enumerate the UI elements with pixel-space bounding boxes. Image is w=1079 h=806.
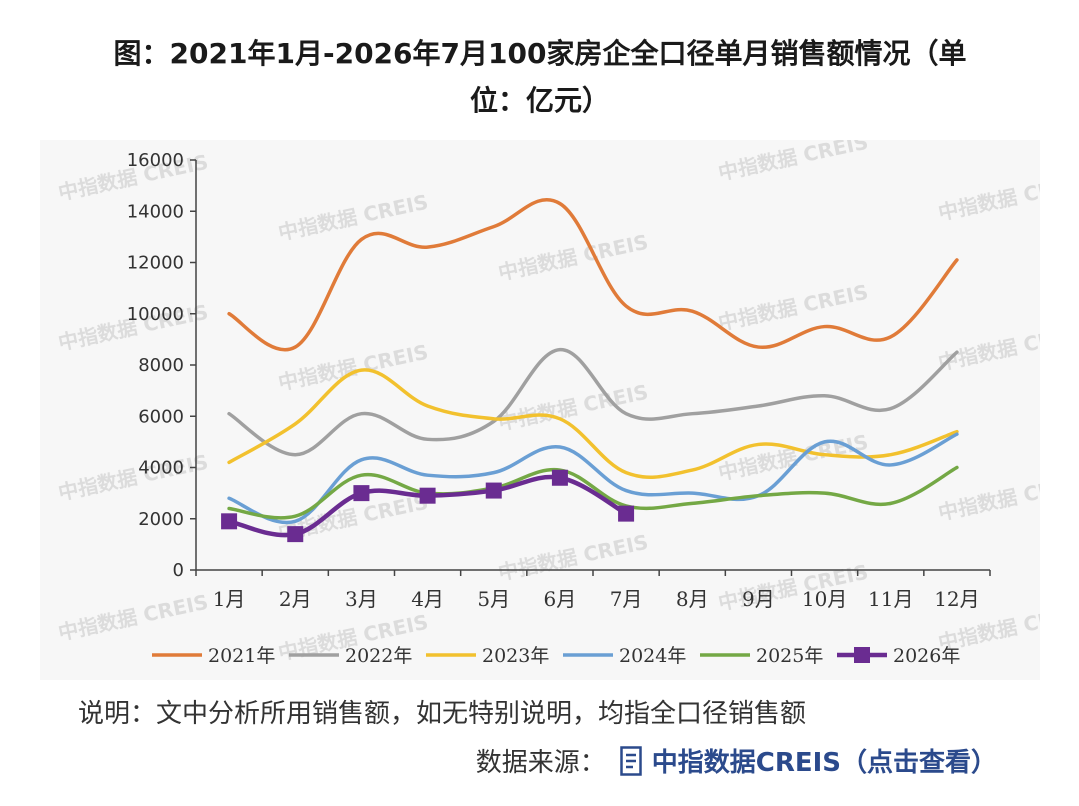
legend-label: 2022年 (345, 645, 412, 667)
y-tick-label: 0 (173, 560, 184, 581)
series-line (227, 347, 959, 457)
watermark-text: 中指数据 CREIS (56, 450, 210, 505)
chart-area: 中指数据 CREIS 中指数据 CREIS 中指数据 CREIS 中指数据 CREIS… (40, 140, 1040, 680)
chart-title: 图：2021年1月-2026年7月100家房企全口径单月销售额情况（单 位：亿元… (40, 30, 1040, 124)
watermark-text: 中指数据 CREIS (496, 230, 650, 285)
series-line (227, 197, 959, 352)
x-tick-label: 6月 (544, 587, 577, 611)
x-tick-label: 3月 (345, 587, 378, 611)
legend-item: 2025年 (700, 645, 823, 667)
x-tick-label: 4月 (411, 587, 444, 611)
legend-label: 2025年 (756, 645, 823, 667)
legend-label: 2024年 (619, 645, 686, 667)
legend-item: 2026年 (837, 645, 960, 667)
data-point-marker (287, 526, 304, 543)
data-source: 数据来源： 中指数据CREIS（点击查看） (476, 742, 997, 779)
series-2026年 (221, 469, 635, 543)
y-tick-label: 12000 (127, 253, 184, 274)
series-2024年 (227, 432, 959, 525)
source-link[interactable]: 中指数据CREIS（点击查看） (651, 748, 997, 778)
watermark-text: 中指数据 CREIS (716, 280, 870, 335)
x-tick-label: 10月 (802, 587, 847, 611)
document-icon[interactable] (619, 745, 642, 776)
watermark-text: 中指数据 CREIS (496, 530, 650, 585)
x-tick-label: 1月 (213, 587, 246, 611)
legend-item: 2023年 (426, 645, 549, 667)
watermark-text: 中指数据 CREIS (276, 340, 430, 395)
data-point-marker (419, 487, 436, 504)
x-tick-label: 12月 (934, 587, 979, 611)
watermark-text: 中指数据 CREIS (716, 140, 870, 185)
series-2023年 (227, 368, 959, 479)
footnote: 说明：文中分析所用销售额，如无特别说明，均指全口径销售额 (78, 699, 807, 729)
y-tick-label: 4000 (138, 458, 184, 479)
watermark-text: 中指数据 CREIS (56, 590, 210, 645)
watermark-text: 中指数据 CREIS (936, 470, 1040, 525)
x-tick-label: 5月 (477, 587, 510, 611)
legend-label: 2026年 (893, 645, 960, 667)
series-line (227, 432, 959, 525)
watermark-text: 中指数据 CREIS (276, 190, 430, 245)
legend-item: 2022年 (289, 645, 412, 667)
watermark-text: 中指数据 CREIS (936, 320, 1040, 375)
x-tick-label: 7月 (610, 587, 643, 611)
y-tick-label: 14000 (127, 201, 184, 222)
x-tick-label: 11月 (868, 587, 913, 611)
y-tick-label: 6000 (138, 406, 184, 427)
y-tick-label: 2000 (138, 509, 184, 530)
chart-title-line1: 图：2021年1月-2026年7月100家房企全口径单月销售额情况（单 (113, 37, 967, 70)
chart-title-line2: 位：亿元） (469, 84, 610, 117)
watermark-text: 中指数据 CREIS (936, 170, 1040, 225)
y-tick-label: 16000 (127, 150, 184, 171)
y-tick-label: 10000 (127, 304, 184, 325)
series-2021年 (227, 197, 959, 352)
series-2022年 (227, 347, 959, 457)
series-2025年 (227, 465, 959, 520)
data-point-marker (485, 482, 502, 499)
legend-marker (854, 647, 870, 663)
legend-item: 2024年 (563, 645, 686, 667)
legend-label: 2021年 (208, 645, 275, 667)
data-point-marker (551, 469, 568, 486)
source-label: 数据来源： (475, 748, 606, 778)
data-point-marker (221, 513, 238, 530)
x-tick-label: 8月 (676, 587, 709, 611)
legend-label: 2023年 (482, 645, 549, 667)
line-chart: 中指数据 CREIS 中指数据 CREIS 中指数据 CREIS 中指数据 CREIS… (56, 140, 1040, 667)
x-tick-label: 9月 (742, 587, 775, 611)
legend-item: 2021年 (152, 645, 275, 667)
data-point-marker (353, 485, 370, 502)
series-line (227, 465, 959, 520)
series-line (227, 368, 959, 479)
data-point-marker (618, 505, 635, 522)
x-tick-label: 2月 (279, 587, 312, 611)
y-tick-label: 8000 (138, 355, 184, 376)
